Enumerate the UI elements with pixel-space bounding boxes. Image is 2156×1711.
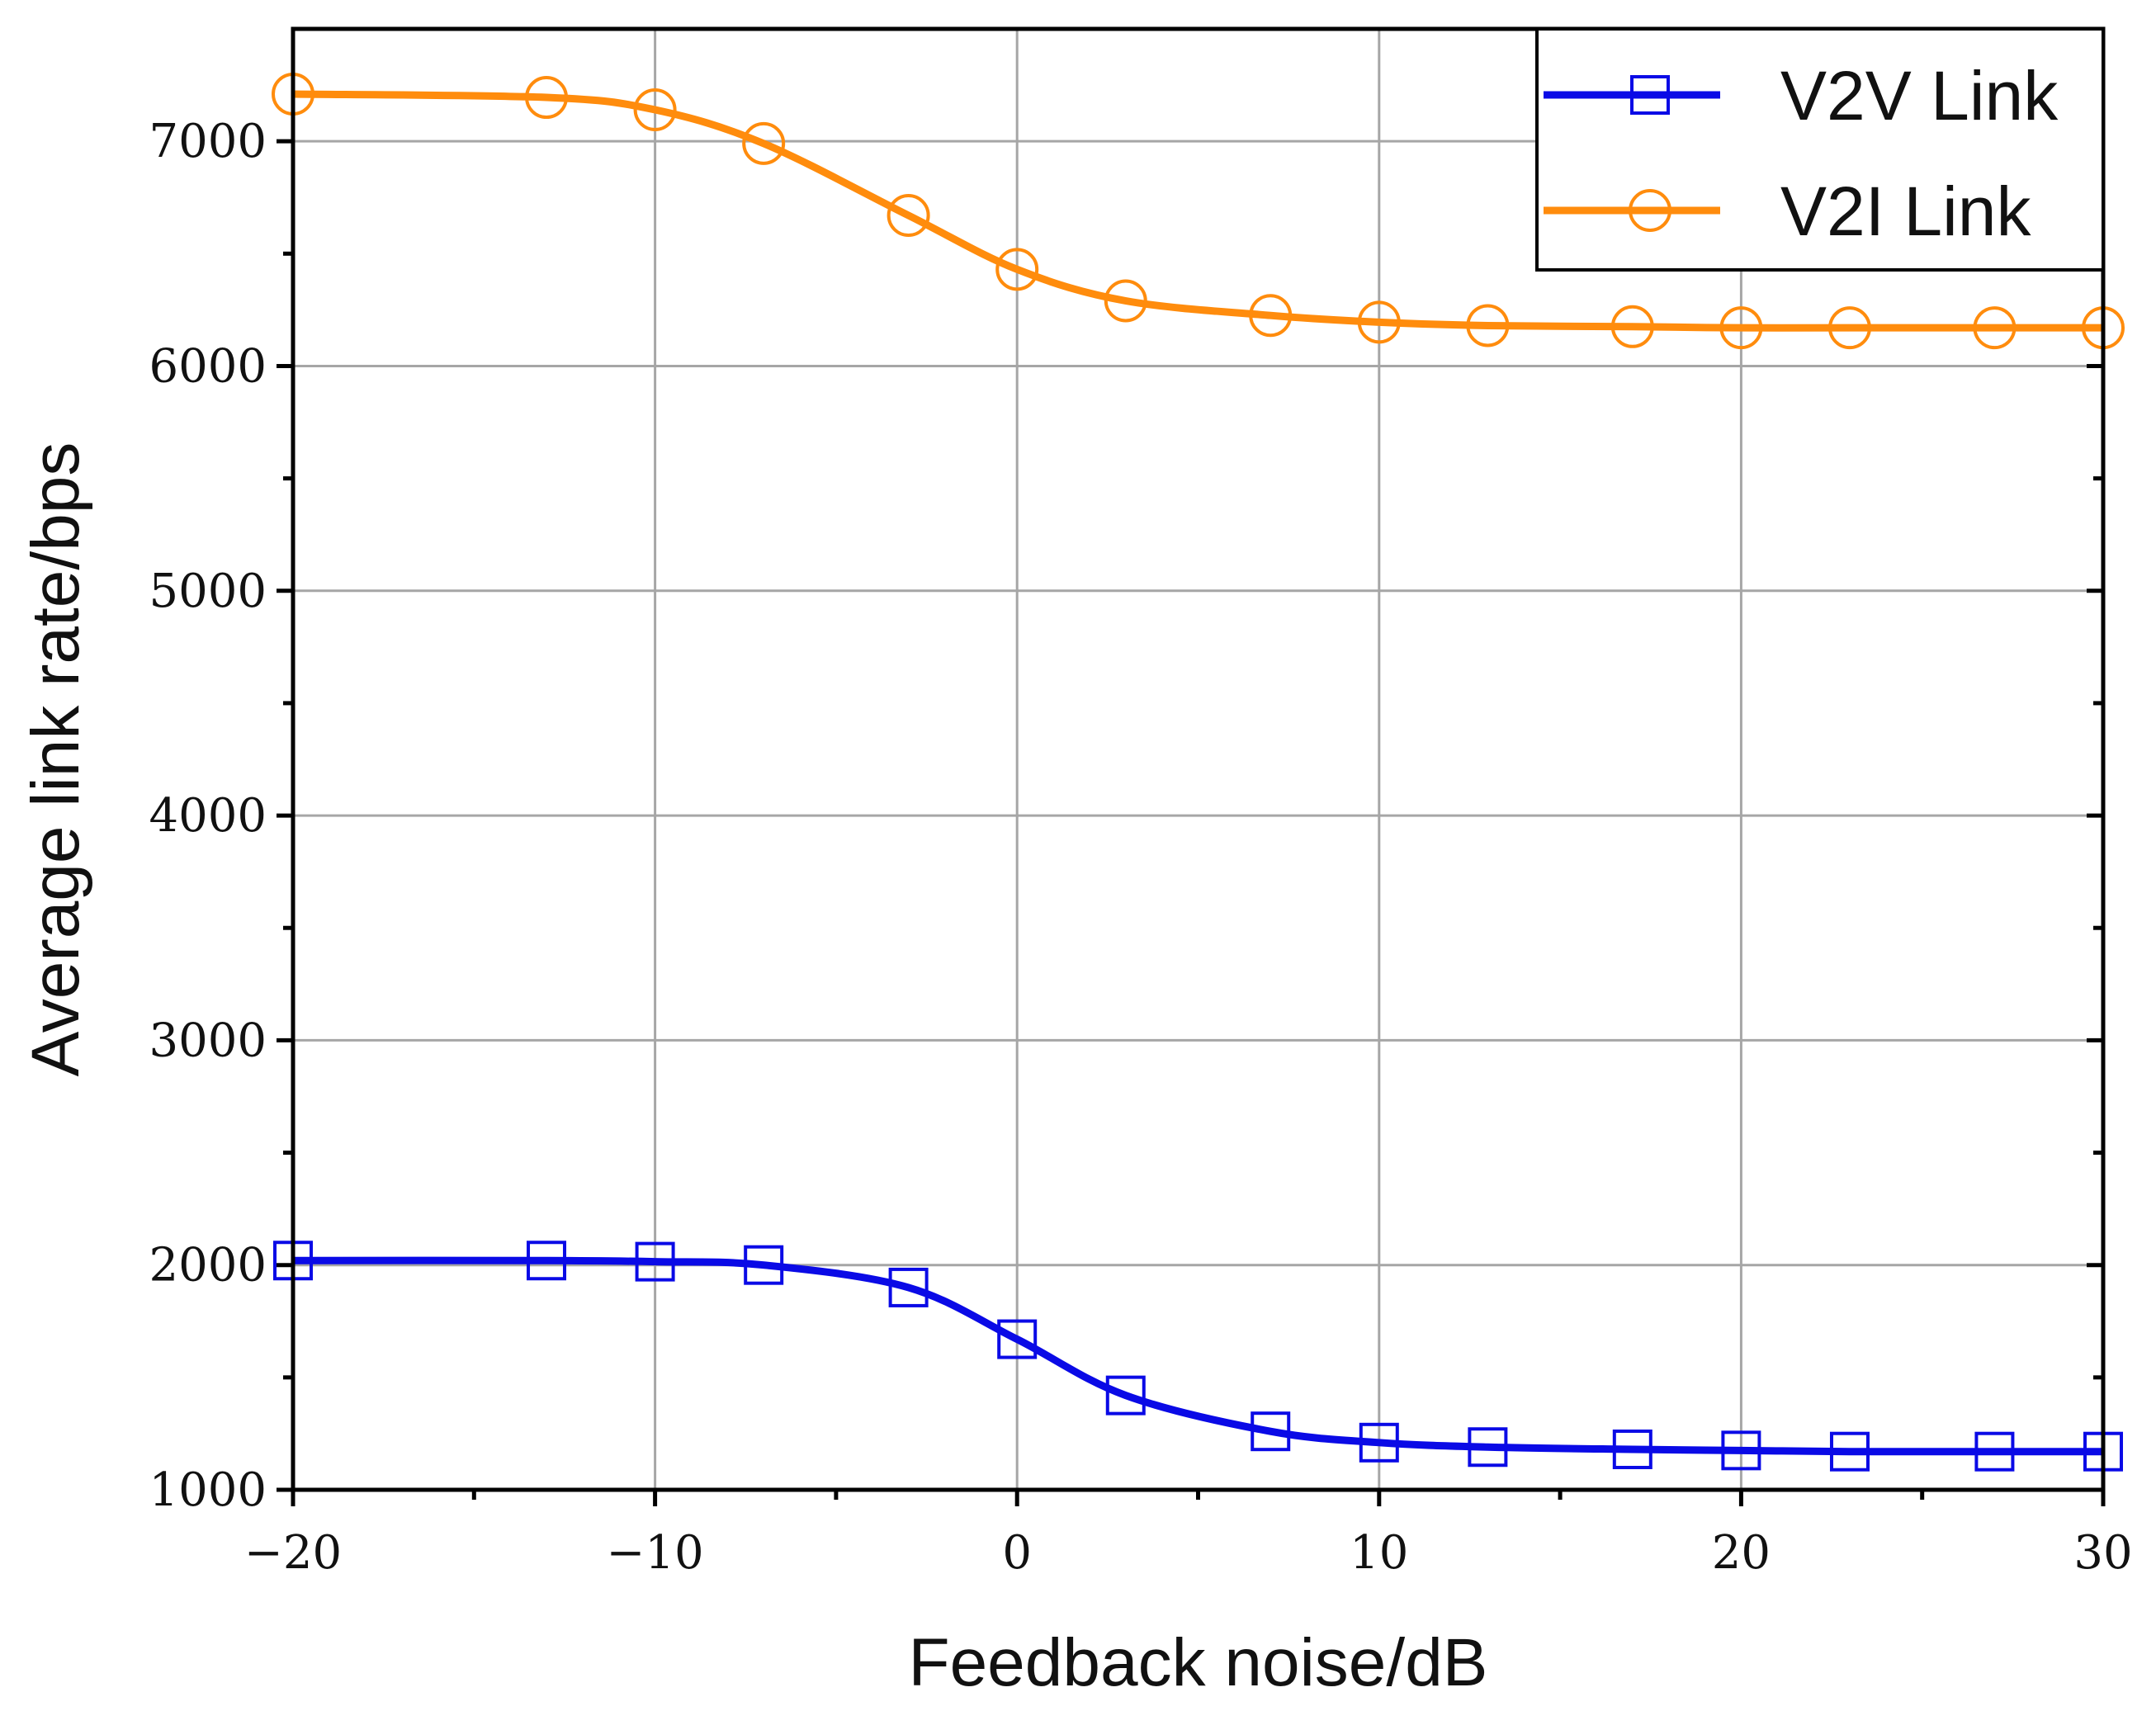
legend-item-v2v-link: V2V Link xyxy=(1544,57,2059,135)
series-v2v-link xyxy=(273,1241,2123,1472)
legend: V2V Link V2I Link xyxy=(1535,27,2105,272)
data-point-v2i-link xyxy=(1104,279,1147,323)
data-point-v2v-link xyxy=(1612,1429,1652,1469)
plot-frame xyxy=(291,26,2106,1492)
series-line-v2i-link xyxy=(292,90,2103,332)
x-tick-label: −20 xyxy=(244,1526,342,1580)
data-point-v2i-link xyxy=(995,248,1039,291)
data-point-v2i-link xyxy=(1249,294,1293,338)
data-point-v2v-link xyxy=(1829,1431,1870,1472)
legend-label-v2i-link: V2I Link xyxy=(1780,173,2032,250)
data-point-v2i-link xyxy=(887,194,930,238)
data-point-v2i-link xyxy=(1466,304,1510,347)
series-line-v2v-link xyxy=(292,1256,2103,1456)
data-point-v2v-link xyxy=(1468,1427,1508,1468)
data-point-v2v-link xyxy=(888,1267,929,1307)
tick-labels: −20 −10 0 10 20 30 1000 2000 3000 4000 5000 6000 700… xyxy=(149,115,2132,1580)
y-tick-label: 6000 xyxy=(149,339,267,393)
data-point-v2i-link xyxy=(1973,306,2017,350)
series xyxy=(272,72,2125,1472)
y-tick-label: 7000 xyxy=(149,115,267,168)
data-point-v2v-link xyxy=(1251,1411,1291,1452)
legend-marker-v2i-link xyxy=(1629,189,1671,232)
data-point-v2i-link xyxy=(633,88,677,132)
x-tick-label: 20 xyxy=(1712,1526,1771,1580)
data-point-v2v-link xyxy=(1721,1430,1761,1471)
legend-item-v2i-link: V2I Link xyxy=(1544,173,2032,250)
legend-box xyxy=(1535,27,2105,272)
x-tick-label: 30 xyxy=(2073,1526,2132,1580)
x-axis-title: Feedback noise/dB xyxy=(908,1625,1487,1700)
data-point-v2i-link xyxy=(1357,300,1401,344)
x-tick-label: 10 xyxy=(1350,1526,1408,1580)
data-point-v2v-link xyxy=(1359,1422,1399,1463)
data-point-v2v-link xyxy=(744,1245,784,1285)
data-point-v2v-link xyxy=(1974,1431,2015,1472)
data-point-v2i-link xyxy=(1827,306,1871,350)
y-axis-title: Average link rate/bps xyxy=(18,442,93,1077)
y-tick-label: 4000 xyxy=(149,789,267,843)
data-point-v2i-link xyxy=(742,121,786,165)
data-point-v2i-link xyxy=(1610,305,1654,348)
data-point-v2v-link xyxy=(635,1241,675,1282)
data-point-v2v-link xyxy=(997,1319,1038,1359)
data-point-v2v-link xyxy=(1105,1375,1146,1416)
legend-marker-v2v-link xyxy=(1630,75,1670,115)
data-point-v2i-link xyxy=(1719,306,1763,350)
y-tick-label: 1000 xyxy=(149,1463,267,1517)
x-tick-label: −10 xyxy=(607,1526,704,1580)
y-tick-label: 5000 xyxy=(149,565,267,618)
y-tick-label: 3000 xyxy=(149,1014,267,1067)
legend-label-v2v-link: V2V Link xyxy=(1780,57,2059,135)
x-tick-label: 0 xyxy=(1002,1526,1032,1580)
y-tick-label: 2000 xyxy=(149,1239,267,1293)
data-point-v2i-link xyxy=(525,76,569,120)
data-point-v2v-link xyxy=(527,1241,567,1281)
